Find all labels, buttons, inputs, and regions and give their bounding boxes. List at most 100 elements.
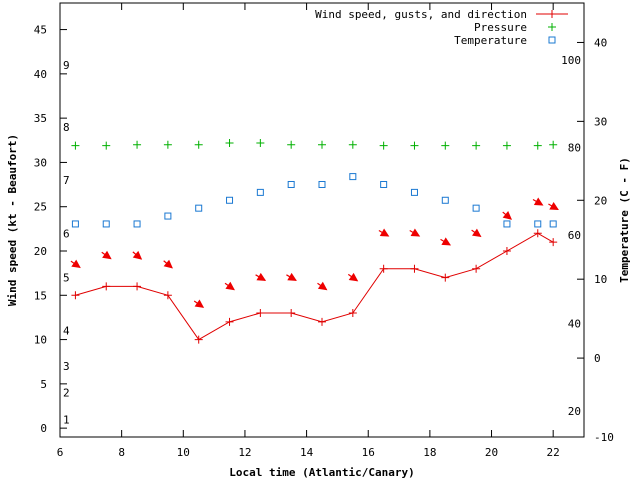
x-tick-label: 10 (177, 446, 190, 459)
wind-arrow-head (502, 210, 513, 220)
wind-arrow-head (549, 201, 559, 211)
wind-point (71, 291, 80, 300)
wind-arrow (548, 201, 559, 211)
y-tick-label: 45 (34, 24, 47, 37)
y-tick-label: 15 (34, 289, 47, 302)
wind-arrow (193, 299, 205, 308)
pressure-point (133, 140, 142, 149)
beaufort-label: 5 (63, 272, 70, 285)
x-tick-label: 20 (485, 446, 498, 459)
wind-arrow-head (225, 281, 235, 291)
x-axis-label: Local time (Atlantic/Canary) (229, 466, 414, 479)
wind-direction-arrows (70, 197, 559, 308)
pressure-point (533, 141, 542, 150)
wind-arrow (409, 228, 421, 237)
legend-label-wind: Wind speed, gusts, and direction (315, 8, 527, 21)
wind-series (71, 229, 558, 344)
wind-point (194, 335, 203, 344)
beaufort-label: 4 (63, 325, 70, 338)
temperature-series (71, 173, 557, 228)
temperature-point (318, 180, 326, 188)
fahrenheit-label: 100 (561, 54, 581, 67)
legend: Wind speed, gusts, and direction Pressur… (315, 8, 568, 47)
legend-label-temperature: Temperature (454, 34, 527, 47)
legend-marker-wind (548, 10, 556, 18)
temperature-point (71, 220, 79, 228)
x-tick-label: 14 (300, 446, 314, 459)
wind-arrow-head (132, 250, 143, 260)
temperature-point (410, 188, 418, 196)
legend-marker-temperature (548, 36, 556, 44)
wind-arrow (70, 259, 81, 269)
beaufort-label: 6 (63, 227, 70, 240)
x-tick-label: 18 (423, 446, 436, 459)
wind-arrow-head (317, 281, 328, 291)
pressure-point (102, 141, 111, 150)
plot-frame (59, 2, 585, 438)
wind-arrow-head (256, 272, 267, 281)
y-tick-label: 10 (34, 334, 47, 347)
wind-point (533, 229, 542, 238)
temperature-point (164, 212, 172, 220)
wind-arrow-head (194, 299, 205, 308)
x-tick-label: 16 (362, 446, 375, 459)
temperature-point (472, 204, 480, 212)
y2-tick-label: 40 (594, 36, 607, 49)
pressure-series (71, 138, 558, 150)
y-tick-label: 5 (40, 378, 47, 391)
pressure-point (318, 140, 326, 149)
x-tick-label: 22 (547, 446, 560, 459)
fahrenheit-label: 40 (568, 317, 581, 330)
beaufort-label: 2 (63, 387, 70, 400)
pressure-point (163, 140, 172, 149)
wind-arrow (163, 259, 173, 269)
wind-arrow (471, 228, 482, 238)
y2-tick-label: 30 (594, 115, 607, 128)
wind-arrow (502, 210, 513, 220)
x-tick-label: 8 (118, 446, 125, 459)
y-tick-label: 30 (34, 156, 47, 169)
beaufort-label: 1 (63, 413, 70, 426)
fahrenheit-label: 60 (568, 229, 581, 242)
pressure-point (225, 138, 234, 147)
fahrenheit-label: 80 (568, 141, 581, 154)
temperature-point (195, 204, 203, 212)
fahrenheit-label: 20 (568, 405, 581, 418)
wind-arrow (255, 272, 267, 281)
temperature-point (256, 188, 264, 196)
wind-point (441, 273, 450, 282)
temperature-point (441, 196, 449, 204)
wind-arrow (347, 272, 359, 282)
wind-arrow-head (410, 228, 421, 237)
wind-arrow (101, 250, 112, 260)
wind-arrow-head (163, 259, 173, 269)
y-tick-label: 25 (34, 201, 47, 214)
wind-arrow (378, 228, 390, 237)
wind-point (472, 264, 481, 273)
pressure-point (379, 141, 388, 150)
y2-tick-label: -10 (594, 431, 614, 444)
y2-tick-label: 0 (594, 352, 601, 365)
wind-point (348, 309, 357, 317)
x-tick-label: 12 (238, 446, 251, 459)
temperature-point (349, 173, 357, 181)
y2-tick-label: 10 (594, 273, 607, 286)
wind-arrow (532, 197, 544, 206)
pressure-point (287, 140, 296, 149)
y-tick-label: 20 (34, 245, 47, 258)
y2-tick-label: 20 (594, 194, 607, 207)
wind-arrow-head (441, 237, 452, 246)
wind-arrow-head (379, 228, 390, 237)
wind-point (133, 282, 142, 291)
temperature-point (102, 220, 110, 228)
beaufort-label: 3 (63, 360, 70, 373)
fahrenheit-labels: 20 40 60 80 100 (561, 54, 581, 418)
beaufort-label: 8 (63, 121, 70, 134)
wind-arrow (317, 281, 328, 291)
temperature-point (287, 180, 295, 188)
pressure-point (441, 141, 450, 150)
pressure-point (256, 138, 265, 147)
wind-arrow (132, 250, 143, 260)
beaufort-labels: 1 2 3 4 5 6 7 8 9 (63, 59, 70, 426)
